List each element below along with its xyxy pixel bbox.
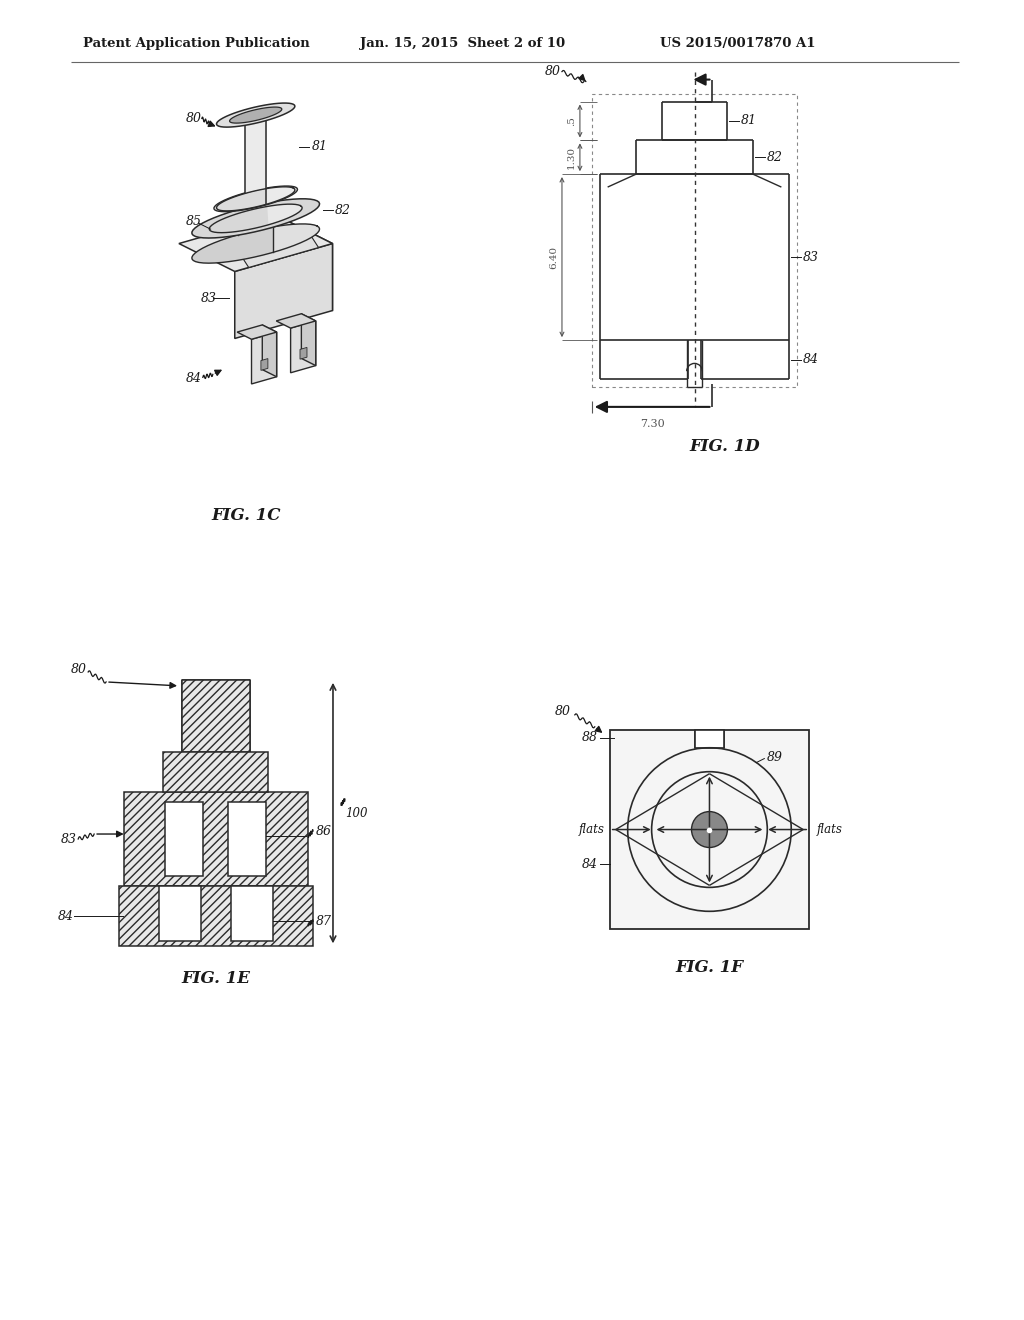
Text: 80: 80 <box>555 705 571 718</box>
Polygon shape <box>252 333 276 384</box>
Text: 81: 81 <box>741 115 757 128</box>
Text: 84: 84 <box>582 858 598 871</box>
Bar <box>228 801 266 876</box>
Circle shape <box>691 812 727 847</box>
Text: 80: 80 <box>72 664 87 676</box>
Bar <box>164 752 268 792</box>
Text: 6.40: 6.40 <box>549 246 558 269</box>
Bar <box>159 887 201 941</box>
Text: 83: 83 <box>61 833 77 846</box>
Polygon shape <box>243 186 302 224</box>
Bar <box>124 792 308 887</box>
Bar <box>609 730 809 929</box>
Text: 85: 85 <box>185 215 202 227</box>
Polygon shape <box>239 199 319 252</box>
Polygon shape <box>191 199 319 238</box>
Text: FIG. 1C: FIG. 1C <box>211 507 281 524</box>
Text: US 2015/0017870 A1: US 2015/0017870 A1 <box>659 37 815 50</box>
Text: Patent Application Publication: Patent Application Publication <box>83 37 310 50</box>
Text: 80: 80 <box>545 65 561 78</box>
Polygon shape <box>241 235 318 268</box>
Text: 84: 84 <box>803 352 819 366</box>
Text: 80: 80 <box>186 112 202 125</box>
Polygon shape <box>216 110 266 211</box>
Polygon shape <box>276 215 333 310</box>
Text: 82: 82 <box>335 203 351 216</box>
Text: 89: 89 <box>766 751 782 764</box>
Text: FIG. 1F: FIG. 1F <box>676 958 743 975</box>
Text: 87: 87 <box>316 915 332 928</box>
Text: 84: 84 <box>58 909 74 923</box>
Bar <box>592 94 797 387</box>
Bar <box>166 801 204 876</box>
Polygon shape <box>301 314 315 366</box>
Polygon shape <box>229 107 282 123</box>
Polygon shape <box>291 321 315 372</box>
Text: 86: 86 <box>316 825 332 837</box>
Polygon shape <box>261 359 268 371</box>
Bar <box>182 680 250 752</box>
Text: 83: 83 <box>202 292 217 305</box>
Polygon shape <box>179 215 333 272</box>
Polygon shape <box>262 325 276 376</box>
Text: 7.30: 7.30 <box>640 418 665 429</box>
Text: 1.30: 1.30 <box>567 145 575 169</box>
Text: .5: .5 <box>567 116 575 125</box>
Polygon shape <box>300 347 307 359</box>
Polygon shape <box>216 103 295 127</box>
Bar <box>230 887 272 941</box>
Text: 84: 84 <box>186 372 202 385</box>
Polygon shape <box>214 186 298 211</box>
Bar <box>119 887 313 946</box>
Text: 81: 81 <box>311 140 328 153</box>
Text: 100: 100 <box>345 807 368 820</box>
Polygon shape <box>276 314 315 329</box>
Bar <box>694 730 724 747</box>
Text: FIG. 1D: FIG. 1D <box>689 438 760 455</box>
Text: flats: flats <box>579 824 605 836</box>
Polygon shape <box>245 103 295 205</box>
Polygon shape <box>238 325 276 339</box>
Text: Jan. 15, 2015  Sheet 2 of 10: Jan. 15, 2015 Sheet 2 of 10 <box>360 37 565 50</box>
Polygon shape <box>209 193 268 232</box>
Text: FIG. 1E: FIG. 1E <box>181 970 250 986</box>
Text: flats: flats <box>817 824 843 836</box>
Polygon shape <box>234 243 333 338</box>
Polygon shape <box>191 210 273 263</box>
Text: 88: 88 <box>582 731 598 744</box>
Text: 82: 82 <box>767 150 782 164</box>
Text: 83: 83 <box>803 251 819 264</box>
